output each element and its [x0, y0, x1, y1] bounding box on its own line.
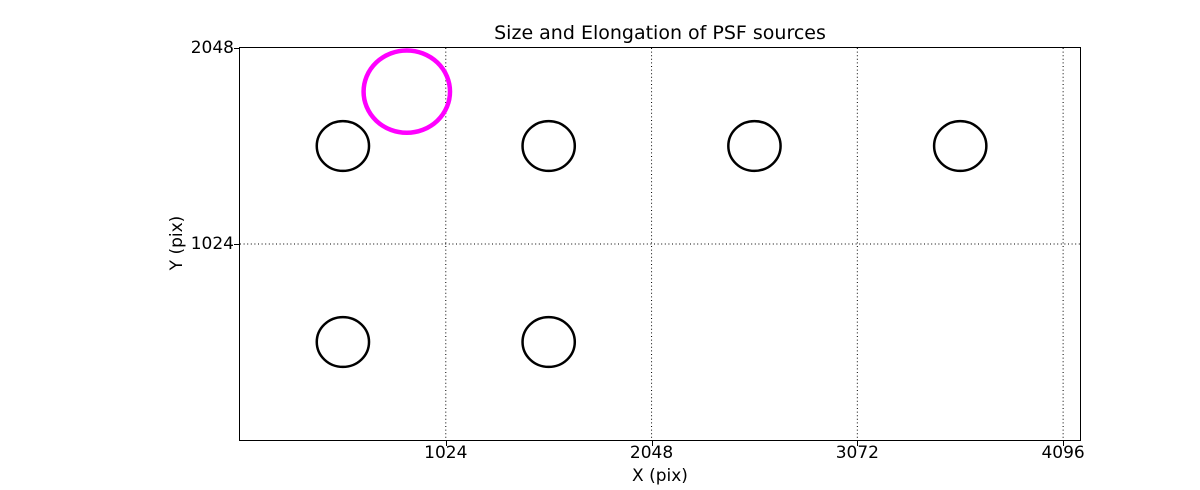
chart-title: Size and Elongation of PSF sources: [494, 22, 826, 44]
psf-source-ellipse: [521, 119, 577, 173]
y-tick-label: 1024: [190, 234, 234, 254]
y-tick: [234, 48, 239, 49]
psf-source-ellipse: [727, 119, 782, 173]
x-axis-label: X (pix): [632, 466, 688, 486]
y-tick-label: 2048: [190, 38, 234, 58]
x-tick: [651, 441, 653, 446]
psf-plot-svg: [240, 48, 1080, 440]
x-tick-label: 3072: [835, 443, 879, 463]
x-tick: [1063, 441, 1065, 446]
x-tick-label: 2048: [629, 443, 674, 463]
psf-source-ellipse-highlighted: [361, 48, 453, 136]
x-tick-label: 1024: [424, 443, 468, 463]
x-tick: [857, 441, 859, 446]
x-tick: [445, 441, 447, 446]
psf-source-ellipse: [315, 315, 371, 369]
psf-source-ellipse: [932, 119, 988, 173]
psf-source-ellipse: [521, 315, 577, 369]
psf-source-ellipse: [315, 119, 371, 173]
y-tick: [234, 244, 239, 245]
x-tick-label: 4096: [1041, 443, 1085, 463]
plot-area: [239, 47, 1081, 441]
